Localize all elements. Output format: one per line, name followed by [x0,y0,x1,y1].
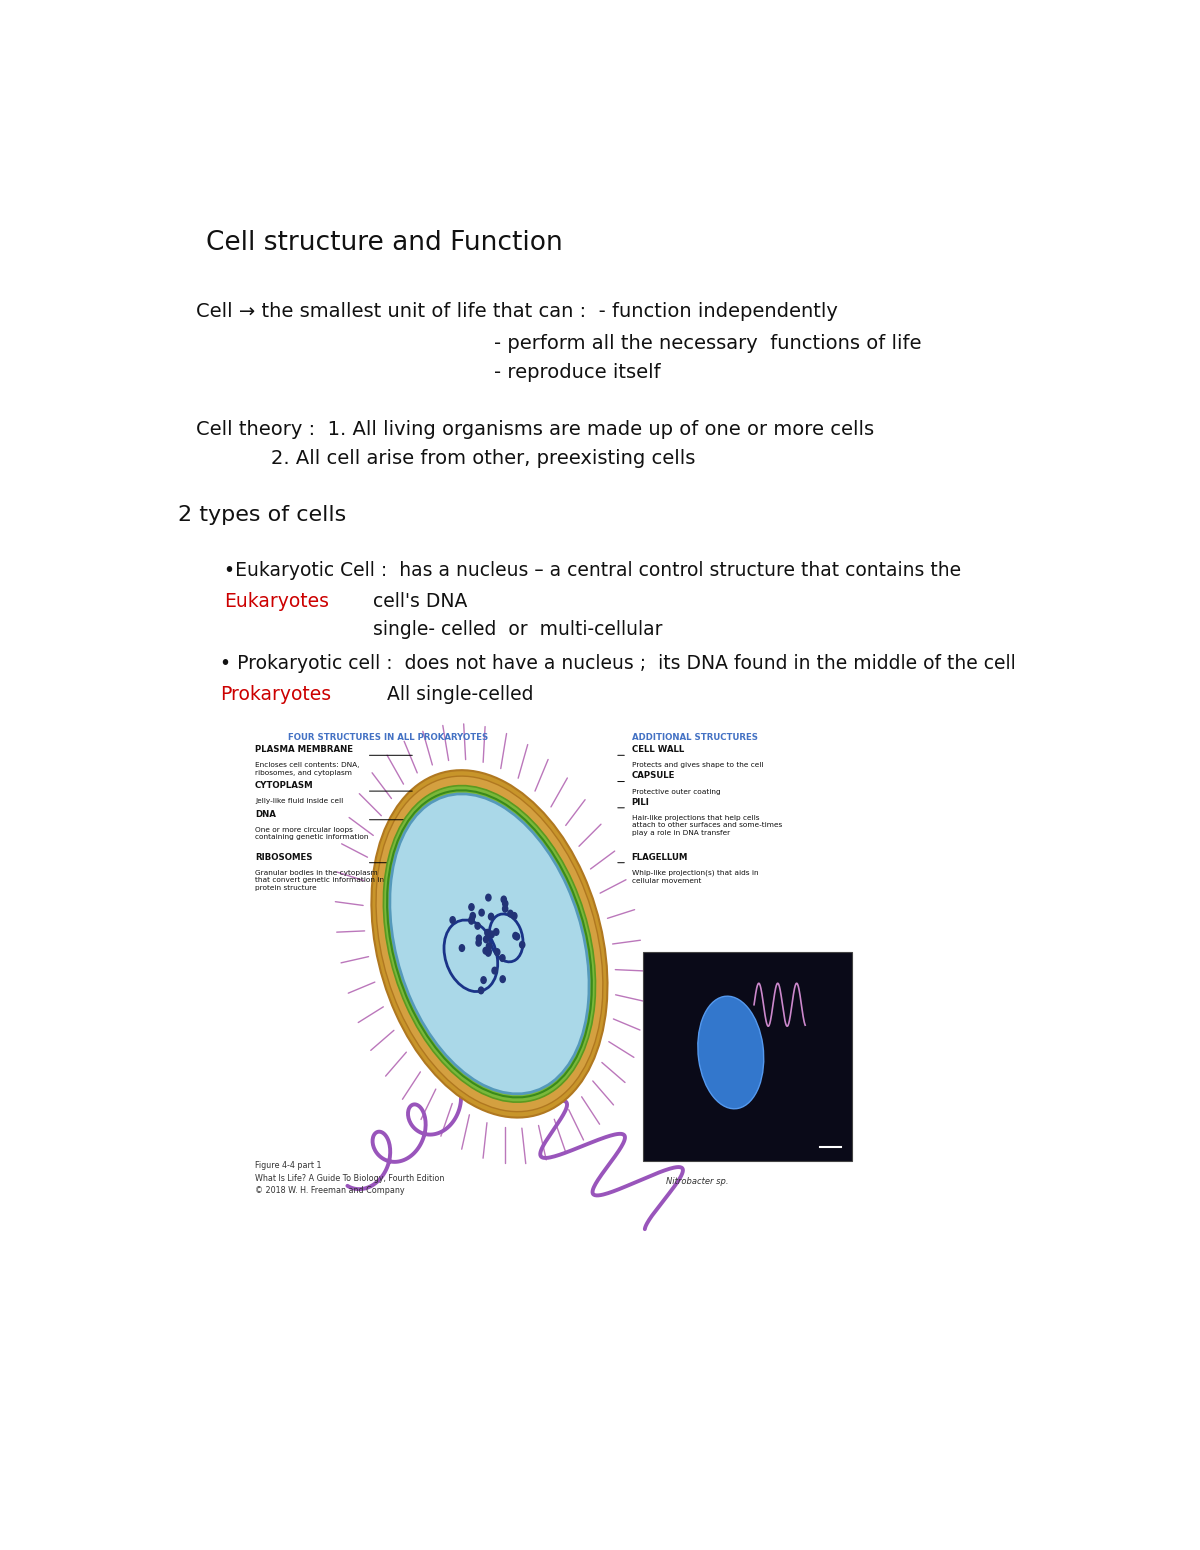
Text: Jelly-like fluid inside cell: Jelly-like fluid inside cell [256,798,343,804]
Circle shape [484,936,488,942]
Text: single- celled  or  multi-cellular: single- celled or multi-cellular [373,620,662,640]
Circle shape [484,947,488,955]
Text: cell's DNA: cell's DNA [373,592,468,611]
Text: RIBOSOMES: RIBOSOMES [256,853,312,862]
Circle shape [486,942,492,950]
Text: One or more circular loops
containing genetic information: One or more circular loops containing ge… [256,826,368,840]
Text: Encloses cell contents: DNA,
ribosomes, and cytoplasm: Encloses cell contents: DNA, ribosomes, … [256,763,360,777]
Text: CAPSULE: CAPSULE [631,772,676,780]
Circle shape [479,987,484,994]
Circle shape [450,916,455,924]
Circle shape [500,976,505,983]
Text: • Prokaryotic cell :  does not have a nucleus ;  its DNA found in the middle of : • Prokaryotic cell : does not have a nuc… [220,654,1015,673]
Circle shape [479,910,485,916]
Circle shape [486,894,491,901]
Circle shape [500,955,505,961]
Text: FLAGELLUM: FLAGELLUM [631,853,688,862]
Text: Figure 4-4 part 1
What Is Life? A Guide To Biology, Fourth Edition
© 2018 W. H. : Figure 4-4 part 1 What Is Life? A Guide … [256,1161,444,1195]
Circle shape [460,944,464,952]
Ellipse shape [390,794,589,1094]
Text: FOUR STRUCTURES IN ALL PROKARYOTES: FOUR STRUCTURES IN ALL PROKARYOTES [288,733,488,742]
Ellipse shape [698,997,763,1108]
Circle shape [520,941,524,949]
Text: CELL WALL: CELL WALL [631,746,684,755]
Circle shape [502,896,506,902]
Text: Prokaryotes: Prokaryotes [220,685,331,704]
Circle shape [511,913,517,919]
Text: Cell structure and Function: Cell structure and Function [206,231,563,256]
Circle shape [481,976,486,983]
Circle shape [486,949,491,955]
Text: All single-celled: All single-celled [388,685,534,704]
Ellipse shape [383,786,595,1102]
Circle shape [470,913,475,919]
Circle shape [515,933,520,939]
Text: Cell theory :  1. All living organisms are made up of one or more cells: Cell theory : 1. All living organisms ar… [197,420,875,439]
Text: ADDITIONAL STRUCTURES: ADDITIONAL STRUCTURES [631,733,757,742]
Circle shape [503,901,508,907]
Circle shape [476,935,481,942]
Text: •Eukaryotic Cell :  has a nucleus – a central control structure that contains th: •Eukaryotic Cell : has a nucleus – a cen… [224,561,961,580]
Circle shape [512,933,518,939]
Circle shape [488,913,493,921]
Text: Nitrobacter sp.: Nitrobacter sp. [666,1176,728,1186]
Circle shape [476,939,481,946]
Text: PLASMA MEMBRANE: PLASMA MEMBRANE [256,746,353,755]
Circle shape [486,932,491,938]
Text: - reproduce itself: - reproduce itself [494,363,661,381]
Text: Hair-like projections that help cells
attach to other surfaces and some-times
pl: Hair-like projections that help cells at… [631,815,782,835]
Circle shape [485,930,490,936]
Text: Eukaryotes: Eukaryotes [224,592,329,611]
Ellipse shape [372,770,607,1118]
Text: Granular bodies in the cytoplasm
that convert genetic information into
protein s: Granular bodies in the cytoplasm that co… [256,870,391,891]
Circle shape [508,910,512,918]
Text: 2. All cell arise from other, preexisting cells: 2. All cell arise from other, preexistin… [271,448,695,468]
Circle shape [492,967,497,973]
Circle shape [469,904,474,910]
Text: PILI: PILI [631,798,649,806]
Circle shape [493,928,499,935]
Text: Protective outer coating: Protective outer coating [631,789,720,795]
Ellipse shape [376,777,602,1111]
Text: Cell → the smallest unit of life that can :  - function independently: Cell → the smallest unit of life that ca… [197,302,839,321]
Circle shape [486,950,491,956]
Circle shape [490,932,494,938]
Text: Protects and gives shape to the cell: Protects and gives shape to the cell [631,763,763,769]
Text: 2 types of cells: 2 types of cells [178,505,346,525]
Circle shape [469,916,474,922]
Text: DNA: DNA [256,809,276,818]
Circle shape [494,949,500,955]
Text: - perform all the necessary  functions of life: - perform all the necessary functions of… [494,335,922,353]
Circle shape [503,905,508,911]
FancyBboxPatch shape [643,952,852,1161]
Circle shape [469,918,474,924]
Circle shape [475,922,480,928]
Text: CYTOPLASM: CYTOPLASM [256,781,313,790]
Text: Whip-like projection(s) that aids in
cellular movement: Whip-like projection(s) that aids in cel… [631,870,758,883]
